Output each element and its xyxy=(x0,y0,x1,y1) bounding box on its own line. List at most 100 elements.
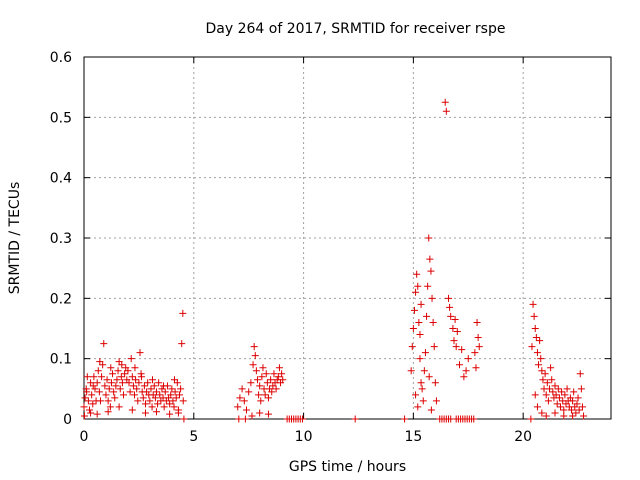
data-point xyxy=(264,394,272,402)
data-point xyxy=(554,385,562,393)
data-point xyxy=(262,370,270,378)
data-point xyxy=(573,400,581,408)
data-point xyxy=(569,397,577,405)
data-point xyxy=(431,379,439,387)
data-point xyxy=(258,373,266,381)
data-point xyxy=(100,340,108,348)
data-point xyxy=(539,376,547,384)
data-point xyxy=(578,403,586,411)
data-point xyxy=(561,391,569,399)
data-point xyxy=(529,300,537,308)
data-point xyxy=(173,379,181,387)
data-point xyxy=(81,394,89,402)
data-point xyxy=(268,388,276,396)
data-point xyxy=(563,385,571,393)
data-point xyxy=(85,406,93,414)
data-point xyxy=(548,376,556,384)
data-point xyxy=(238,385,246,393)
data-point xyxy=(555,394,563,402)
data-point xyxy=(176,391,184,399)
data-point xyxy=(278,370,286,378)
data-point xyxy=(580,412,588,420)
data-point xyxy=(535,361,543,369)
data-point xyxy=(418,385,426,393)
data-point xyxy=(409,325,417,332)
data-point xyxy=(118,361,126,369)
data-point xyxy=(170,376,178,384)
data-point xyxy=(256,382,264,390)
data-point xyxy=(155,379,163,387)
data-point xyxy=(245,388,253,396)
data-point xyxy=(128,406,136,414)
data-point xyxy=(528,343,536,351)
data-point xyxy=(576,370,584,378)
data-point xyxy=(159,382,167,390)
data-point xyxy=(113,376,121,384)
data-point xyxy=(101,382,109,390)
data-point xyxy=(536,337,544,345)
data-point xyxy=(558,388,566,396)
data-point xyxy=(464,355,472,363)
data-point xyxy=(441,98,449,106)
data-point xyxy=(94,367,102,375)
data-point xyxy=(158,385,166,393)
x-axis-title: GPS time / hours xyxy=(289,459,406,475)
data-point xyxy=(148,403,156,411)
data-point xyxy=(104,397,112,405)
y-tick-label: 0.5 xyxy=(50,110,72,126)
data-point xyxy=(538,409,546,417)
data-point xyxy=(530,312,538,320)
data-point xyxy=(171,388,179,396)
data-point xyxy=(102,391,110,399)
data-point xyxy=(432,397,440,405)
data-point xyxy=(117,373,125,381)
data-point xyxy=(116,385,124,393)
y-tick-label: 0.6 xyxy=(50,50,72,66)
data-point xyxy=(575,406,583,414)
data-point xyxy=(129,382,137,390)
data-point xyxy=(410,306,418,314)
data-point xyxy=(546,385,554,393)
data-point xyxy=(427,406,435,414)
data-point xyxy=(430,343,438,351)
data-point xyxy=(166,400,174,408)
data-point xyxy=(80,403,88,411)
data-point xyxy=(241,415,249,423)
data-point xyxy=(424,282,432,290)
data-point xyxy=(408,343,416,351)
data-point xyxy=(426,255,434,263)
data-point xyxy=(134,397,142,405)
data-point xyxy=(80,412,88,420)
data-point xyxy=(111,394,119,402)
data-point xyxy=(455,361,463,369)
data-point xyxy=(88,391,96,399)
data-point xyxy=(98,373,106,381)
data-point xyxy=(172,394,180,402)
data-point xyxy=(107,379,115,387)
data-point xyxy=(416,355,424,363)
data-point xyxy=(87,409,95,417)
data-point xyxy=(93,410,101,418)
data-point xyxy=(449,325,457,332)
y-axis-title: SRMTID / TECUs xyxy=(7,182,23,295)
data-point xyxy=(569,412,577,420)
data-point xyxy=(235,415,243,423)
chart-title: Day 264 of 2017, SRMTID for receiver rsp… xyxy=(206,21,506,37)
data-point xyxy=(169,397,177,405)
data-point xyxy=(242,406,250,414)
data-point xyxy=(249,361,257,369)
data-point xyxy=(450,337,458,345)
data-point xyxy=(532,334,540,342)
data-point xyxy=(274,373,282,381)
data-point xyxy=(458,346,466,354)
data-point xyxy=(104,408,112,416)
x-tick-label: 20 xyxy=(514,429,532,445)
data-point xyxy=(428,294,436,302)
data-point xyxy=(179,309,187,317)
data-point xyxy=(252,367,260,375)
data-point xyxy=(560,406,568,414)
data-point xyxy=(417,379,425,387)
data-point xyxy=(180,415,188,423)
y-tick-label: 0.2 xyxy=(50,291,72,307)
data-point xyxy=(240,397,248,405)
